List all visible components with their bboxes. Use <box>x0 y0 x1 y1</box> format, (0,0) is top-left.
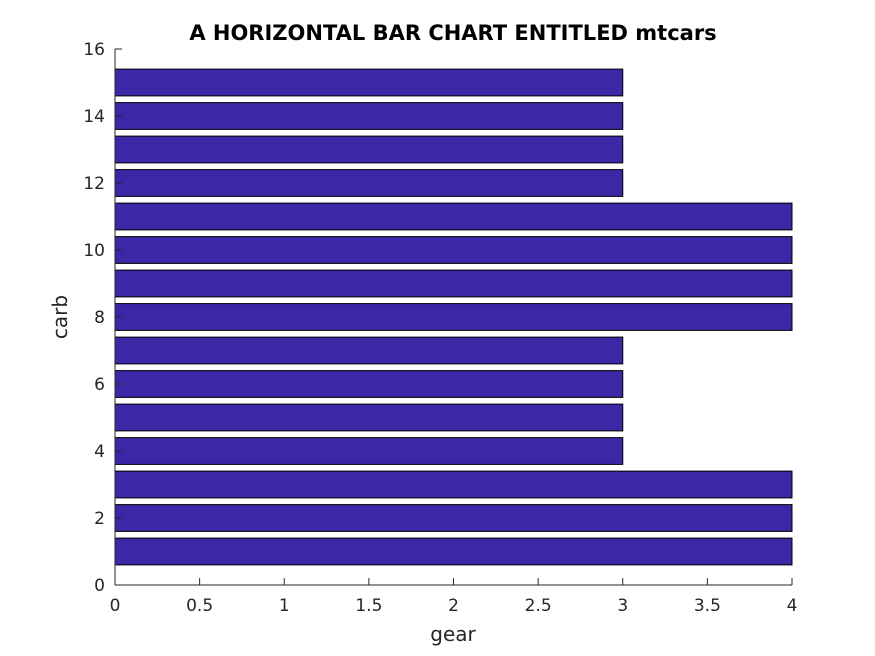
x-tick-label: 0.5 <box>186 596 213 616</box>
bar <box>114 336 624 365</box>
bar <box>114 437 624 465</box>
y-axis-label: carb <box>48 295 72 339</box>
x-axis-label: gear <box>430 622 476 646</box>
x-tick-label: 1 <box>279 596 290 616</box>
bar <box>114 102 624 130</box>
y-tick-label: 14 <box>83 107 105 127</box>
chart-title: A HORIZONTAL BAR CHART ENTITLED mtcars <box>189 21 716 45</box>
bar <box>114 236 793 264</box>
bar <box>114 370 624 398</box>
x-ticks-group: 0 0.5 1 1.5 2 2.5 3 3.5 4 <box>110 578 798 616</box>
y-tick-label: 16 <box>83 40 105 60</box>
x-tick-label: 3 <box>617 596 628 616</box>
y-tick-label: 6 <box>94 375 105 395</box>
bar <box>114 403 624 432</box>
bar <box>114 169 624 197</box>
x-tick-label: 2.5 <box>525 596 552 616</box>
x-tick-label: 2 <box>448 596 459 616</box>
bar <box>114 504 793 532</box>
y-tick-label: 10 <box>83 241 105 261</box>
y-tick-label: 2 <box>94 509 105 529</box>
y-ticks-group: 0 2 4 6 8 10 12 14 16 <box>83 40 122 596</box>
bar <box>114 68 624 97</box>
x-tick-label: 0 <box>110 596 121 616</box>
y-tick-label: 12 <box>83 174 105 194</box>
x-tick-label: 1.5 <box>355 596 382 616</box>
bar <box>114 470 793 499</box>
bar <box>114 135 624 164</box>
x-tick-label: 4 <box>787 596 798 616</box>
y-tick-label: 0 <box>94 576 105 596</box>
bar <box>114 303 793 331</box>
bar <box>114 537 793 566</box>
y-tick-label: 8 <box>94 308 105 328</box>
bars-group <box>114 68 793 566</box>
x-tick-label: 3.5 <box>694 596 721 616</box>
y-tick-label: 4 <box>94 442 105 462</box>
bar <box>114 269 793 298</box>
bar <box>114 202 793 231</box>
